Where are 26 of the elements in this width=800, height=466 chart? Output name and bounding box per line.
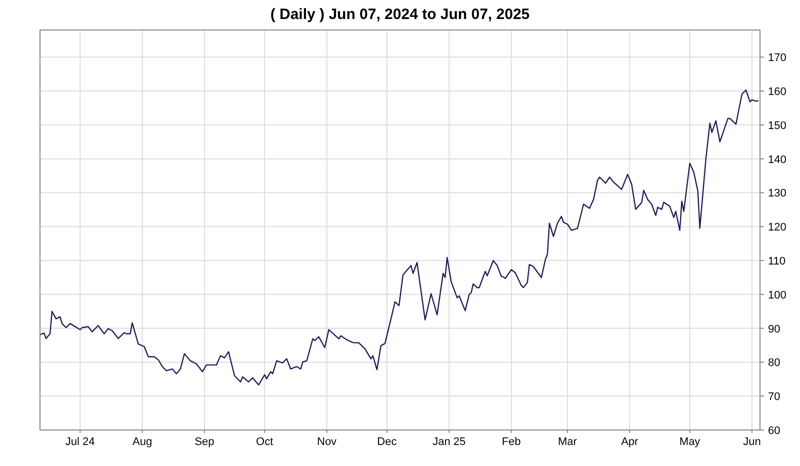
y-tick-label: 70 (768, 391, 780, 404)
y-tick-label: 110 (768, 256, 786, 268)
x-tick-label: Apr (621, 436, 639, 448)
x-tick-label: Sep (194, 436, 214, 448)
y-tick-label: 130 (768, 188, 786, 200)
x-tick-label: Nov (317, 436, 338, 448)
x-tick-label: Aug (132, 436, 152, 448)
y-tick-label: 150 (768, 120, 786, 132)
x-tick-label: Jun (743, 436, 761, 448)
line-series (39, 89, 759, 386)
x-tick-label: May (679, 436, 701, 448)
x-tick-label: Dec (377, 436, 398, 448)
y-tick-label: 80 (768, 357, 780, 370)
y-tick-label: 140 (768, 154, 786, 166)
y-tick-label: 60 (768, 425, 780, 437)
chart-title: ( Daily ) Jun 07, 2024 to Jun 07, 2025 (270, 6, 530, 23)
x-tick-label: Mar (558, 436, 578, 448)
y-tick-label: 120 (768, 222, 786, 234)
x-tick-label: Jul 24 (65, 436, 95, 448)
y-tick-label: 100 (768, 289, 786, 302)
x-tick-label: Jan 25 (432, 436, 466, 448)
y-tick-label: 160 (768, 86, 786, 98)
x-tick-label: Feb (502, 436, 521, 448)
x-tick-label: Oct (256, 436, 274, 448)
y-tick-label: 90 (768, 323, 780, 336)
y-tick-label: 170 (768, 52, 786, 64)
